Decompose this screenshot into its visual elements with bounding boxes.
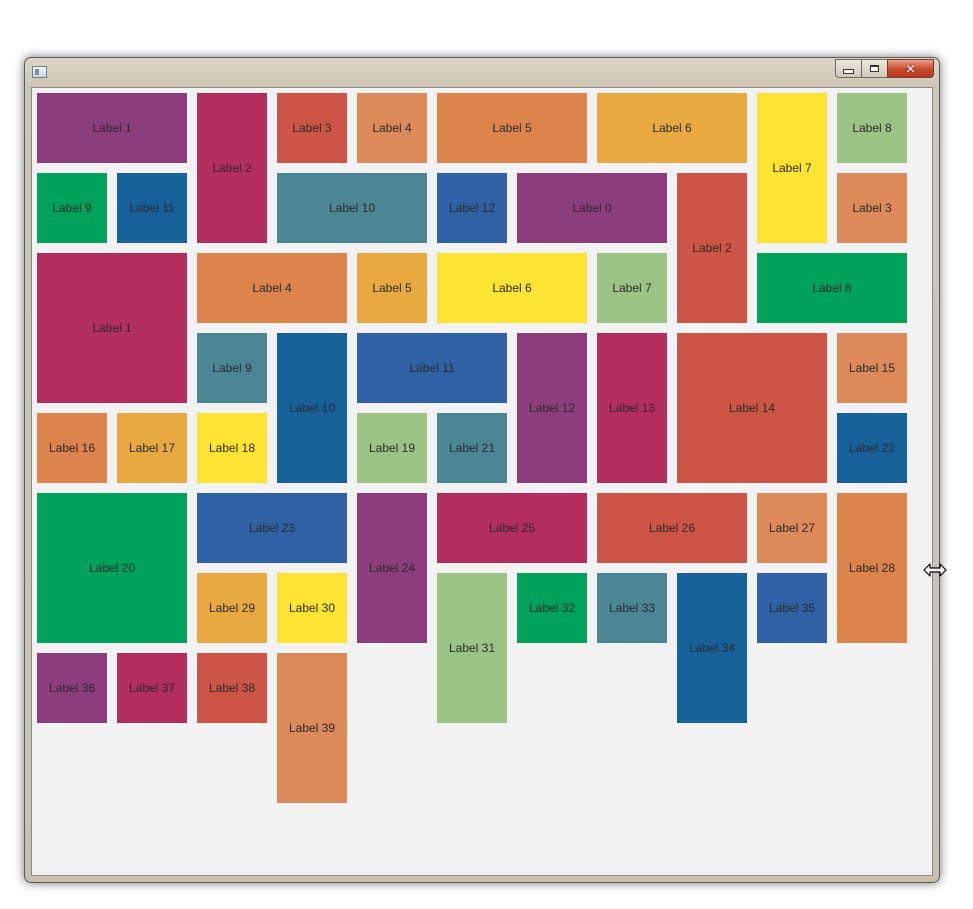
tile-label-1: Label 1 bbox=[37, 253, 187, 403]
tile-label-37: Label 37 bbox=[117, 653, 187, 723]
tile-label-0: Label 0 bbox=[517, 173, 667, 243]
minimize-button[interactable] bbox=[835, 59, 861, 78]
maximize-icon bbox=[870, 65, 879, 72]
tile-label-23: Label 23 bbox=[197, 493, 347, 563]
tile-label-19: Label 19 bbox=[357, 413, 427, 483]
tile-label-17: Label 17 bbox=[117, 413, 187, 483]
tile-label-5: Label 5 bbox=[437, 93, 587, 163]
tile-label-29: Label 29 bbox=[197, 573, 267, 643]
tile-label-35: Label 35 bbox=[757, 573, 827, 643]
tile-label-24: Label 24 bbox=[357, 493, 427, 643]
tile-label-38: Label 38 bbox=[197, 653, 267, 723]
tile-label-28: Label 28 bbox=[837, 493, 907, 643]
tile-label-13: Label 13 bbox=[597, 333, 667, 483]
close-icon: ✕ bbox=[905, 61, 916, 76]
tile-pane: Label 1 Label 2 Label 3 Label 4 Label 5 Label… bbox=[31, 87, 933, 876]
tile-label-7: Label 7 bbox=[757, 93, 827, 243]
tile-label-11: Label 11 bbox=[117, 173, 187, 243]
tile-label-32: Label 32 bbox=[517, 573, 587, 643]
tile-label-34: Label 34 bbox=[677, 573, 747, 723]
tile-label-30: Label 30 bbox=[277, 573, 347, 643]
tile-label-12: Label 12 bbox=[437, 173, 507, 243]
tile-label-31: Label 31 bbox=[437, 573, 507, 723]
tile-label-26: Label 26 bbox=[597, 493, 747, 563]
tile-label-2: Label 2 bbox=[197, 93, 267, 243]
app-icon[interactable] bbox=[32, 66, 47, 78]
tile-label-7: Label 7 bbox=[597, 253, 667, 323]
tile-label-21: Label 21 bbox=[437, 413, 507, 483]
close-button[interactable]: ✕ bbox=[887, 59, 934, 78]
tile-label-12: Label 12 bbox=[517, 333, 587, 483]
tile-label-25: Label 25 bbox=[437, 493, 587, 563]
tile-label-6: Label 6 bbox=[437, 253, 587, 323]
tile-label-2: Label 2 bbox=[677, 173, 747, 323]
title-bar[interactable]: ✕ bbox=[25, 58, 939, 87]
tile-label-6: Label 6 bbox=[597, 93, 747, 163]
tile-label-9: Label 9 bbox=[37, 173, 107, 243]
tile-label-10: Label 10 bbox=[277, 173, 427, 243]
tile-label-16: Label 16 bbox=[37, 413, 107, 483]
tile-label-5: Label 5 bbox=[357, 253, 427, 323]
tile-label-3: Label 3 bbox=[277, 93, 347, 163]
tile-label-1: Label 1 bbox=[37, 93, 187, 163]
tile-label-10: Label 10 bbox=[277, 333, 347, 483]
tile-label-36: Label 36 bbox=[37, 653, 107, 723]
tile-label-8: Label 8 bbox=[837, 93, 907, 163]
tile-label-33: Label 33 bbox=[597, 573, 667, 643]
caption-buttons: ✕ bbox=[835, 59, 934, 78]
maximize-button[interactable] bbox=[861, 59, 887, 78]
tile-label-4: Label 4 bbox=[357, 93, 427, 163]
tile-label-20: Label 20 bbox=[37, 493, 187, 643]
tile-label-18: Label 18 bbox=[197, 413, 267, 483]
tile-label-22: Label 22 bbox=[837, 413, 907, 483]
tile-label-27: Label 27 bbox=[757, 493, 827, 563]
tile-label-9: Label 9 bbox=[197, 333, 267, 403]
tile-label-39: Label 39 bbox=[277, 653, 347, 803]
tile-label-8: Label 8 bbox=[757, 253, 907, 323]
tile-label-15: Label 15 bbox=[837, 333, 907, 403]
tile-label-11: Label 11 bbox=[357, 333, 507, 403]
horizontal-resize-cursor-icon bbox=[923, 563, 947, 577]
tile-label-3: Label 3 bbox=[837, 173, 907, 243]
tile-label-14: Label 14 bbox=[677, 333, 827, 483]
minimize-icon bbox=[843, 69, 854, 74]
app-window: ✕ Label 1 Label 2 Label 3 Label 4 Label 5 Lab… bbox=[24, 57, 940, 883]
tile-label-4: Label 4 bbox=[197, 253, 347, 323]
